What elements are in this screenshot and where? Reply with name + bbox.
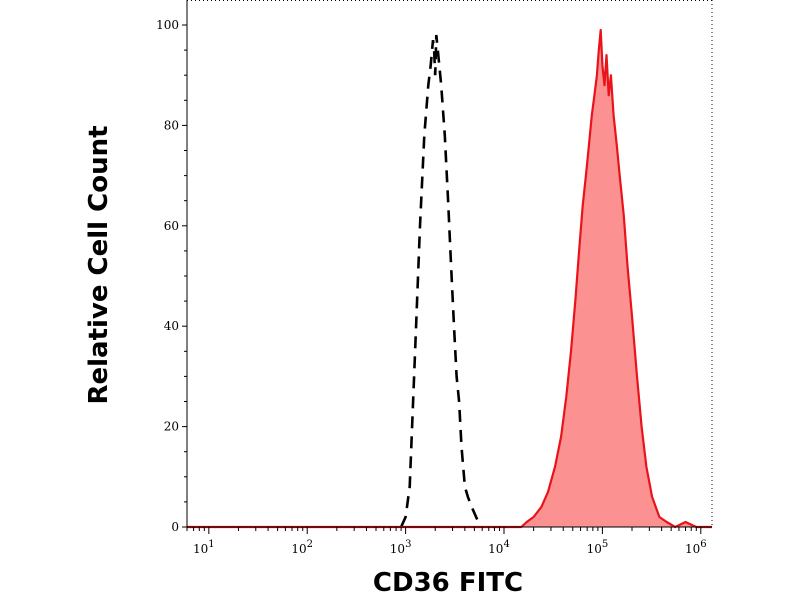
y-axis-title: Relative Cell Count [84, 125, 114, 404]
series-line-control [399, 34, 482, 528]
x-tick-label: 105 [587, 539, 609, 556]
y-tick-label: 100 [156, 18, 179, 32]
y-tick-label: 0 [171, 520, 179, 534]
x-tick-label: 106 [685, 539, 707, 556]
plot-area [187, 0, 713, 529]
series-line-stained [187, 28, 712, 529]
x-tick-label: 104 [488, 539, 510, 556]
x-tick-label: 103 [390, 539, 412, 556]
x-tick-label: 102 [291, 539, 313, 556]
series-area-fill [187, 30, 712, 527]
y-axis: 0 20 40 60 80 100 [156, 0, 188, 534]
x-axis: 101 102 103 104 105 106 [186, 526, 712, 556]
x-tick-label: 101 [193, 539, 215, 556]
y-tick-label: 80 [164, 118, 179, 132]
x-axis-title: CD36 FITC [373, 568, 523, 598]
y-tick-label: 20 [164, 420, 179, 434]
y-tick-label: 40 [164, 319, 179, 333]
y-tick-label: 60 [164, 219, 179, 233]
